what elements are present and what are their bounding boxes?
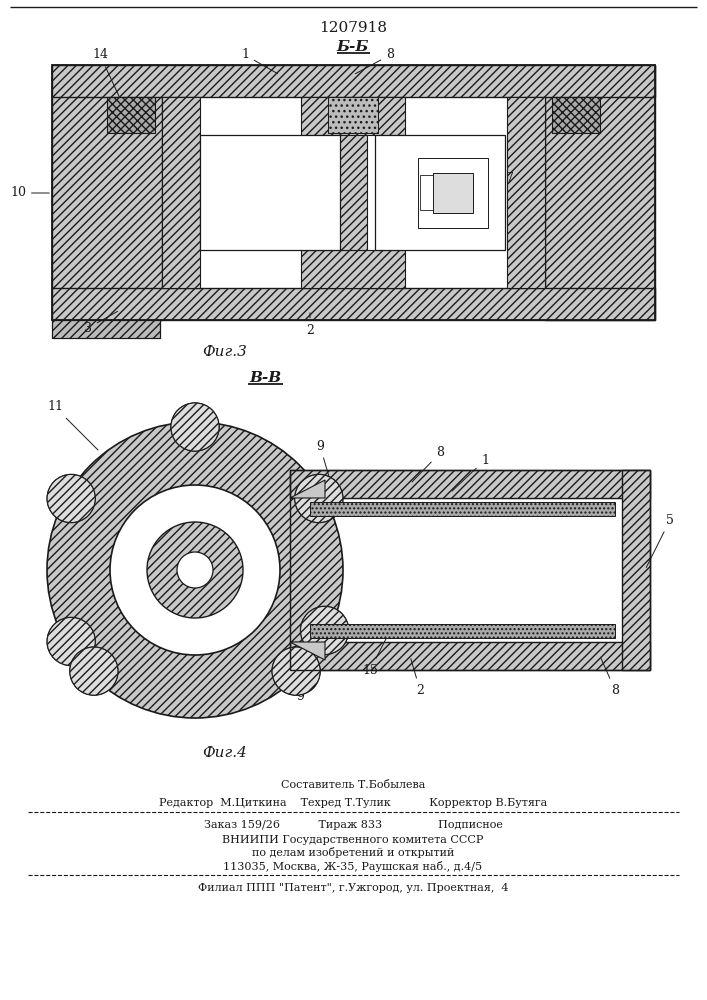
- Text: Фиг.4: Фиг.4: [203, 746, 247, 760]
- Circle shape: [300, 606, 349, 654]
- Polygon shape: [290, 642, 325, 660]
- Bar: [52, 320, 160, 338]
- Text: В-В: В-В: [249, 371, 281, 385]
- Circle shape: [47, 475, 95, 522]
- Bar: [107, 97, 155, 133]
- Bar: [162, 97, 545, 288]
- Text: 7: 7: [457, 232, 494, 244]
- Polygon shape: [290, 480, 325, 498]
- Circle shape: [300, 606, 349, 654]
- Text: 8: 8: [412, 446, 444, 482]
- Text: Филиал ППП "Патент", г.Ужгород, ул. Проектная,  4: Филиал ППП "Патент", г.Ужгород, ул. Прое…: [198, 883, 508, 893]
- Bar: [310, 502, 615, 516]
- Bar: [52, 65, 655, 320]
- Circle shape: [295, 475, 343, 522]
- Bar: [290, 470, 650, 670]
- Bar: [552, 97, 600, 133]
- Bar: [405, 135, 507, 250]
- Bar: [200, 135, 340, 250]
- Bar: [435, 155, 460, 230]
- Bar: [418, 158, 488, 228]
- Text: 15: 15: [362, 633, 389, 676]
- Circle shape: [171, 403, 219, 451]
- Text: 7: 7: [457, 172, 514, 192]
- Bar: [200, 135, 301, 250]
- Bar: [339, 135, 367, 250]
- Bar: [52, 288, 655, 320]
- Circle shape: [47, 617, 95, 666]
- Bar: [162, 97, 200, 288]
- Circle shape: [272, 647, 320, 695]
- Text: Заказ 159/26           Тираж 833                Подписное: Заказ 159/26 Тираж 833 Подписное: [204, 820, 503, 830]
- Bar: [433, 173, 473, 213]
- Text: 1: 1: [241, 48, 278, 74]
- Text: 9: 9: [296, 662, 319, 704]
- Circle shape: [70, 647, 118, 695]
- Text: 4: 4: [211, 146, 253, 191]
- Bar: [52, 65, 162, 320]
- Circle shape: [47, 617, 95, 666]
- Text: 3: 3: [84, 311, 117, 334]
- Text: по делам изобретений и открытий: по делам изобретений и открытий: [252, 848, 454, 858]
- Bar: [328, 97, 378, 133]
- Bar: [301, 250, 405, 288]
- Bar: [545, 65, 655, 320]
- Circle shape: [177, 552, 213, 588]
- Text: Фиг.3: Фиг.3: [203, 345, 247, 359]
- Bar: [310, 624, 615, 638]
- Circle shape: [110, 485, 280, 655]
- Text: 11: 11: [47, 400, 98, 450]
- Text: Редактор  М.Циткина    Техред Т.Тулик           Корректор В.Бутяга: Редактор М.Циткина Техред Т.Тулик Коррек…: [159, 798, 547, 808]
- Text: Б-Б: Б-Б: [337, 40, 369, 54]
- Text: 9: 9: [316, 440, 329, 477]
- Bar: [290, 498, 650, 642]
- Bar: [507, 97, 545, 288]
- Bar: [375, 135, 505, 250]
- Circle shape: [70, 647, 118, 695]
- Text: 8: 8: [356, 48, 394, 74]
- Text: 8: 8: [601, 659, 619, 696]
- Text: 10: 10: [10, 186, 49, 200]
- Text: 5: 5: [646, 514, 674, 568]
- Text: Составитель Т.Бобылева: Составитель Т.Бобылева: [281, 780, 425, 790]
- Bar: [301, 97, 405, 135]
- Bar: [290, 470, 650, 498]
- Circle shape: [295, 475, 343, 522]
- Circle shape: [47, 422, 343, 718]
- Circle shape: [47, 475, 95, 522]
- Bar: [420, 175, 435, 210]
- Text: ВНИИПИ Государственного комитета СССР: ВНИИПИ Государственного комитета СССР: [222, 835, 484, 845]
- Text: 8: 8: [401, 196, 437, 210]
- Text: 14: 14: [92, 48, 129, 117]
- Text: 1: 1: [452, 454, 489, 491]
- Circle shape: [272, 647, 320, 695]
- Bar: [52, 65, 655, 97]
- Text: 2: 2: [411, 659, 424, 696]
- Text: 113035, Москва, Ж-35, Раушская наб., д.4/5: 113035, Москва, Ж-35, Раушская наб., д.4…: [223, 860, 483, 871]
- Bar: [395, 155, 420, 230]
- Circle shape: [171, 403, 219, 451]
- Circle shape: [147, 522, 243, 618]
- Bar: [290, 642, 650, 670]
- Bar: [622, 470, 650, 670]
- Text: 2: 2: [306, 313, 314, 336]
- Text: 1207918: 1207918: [319, 21, 387, 35]
